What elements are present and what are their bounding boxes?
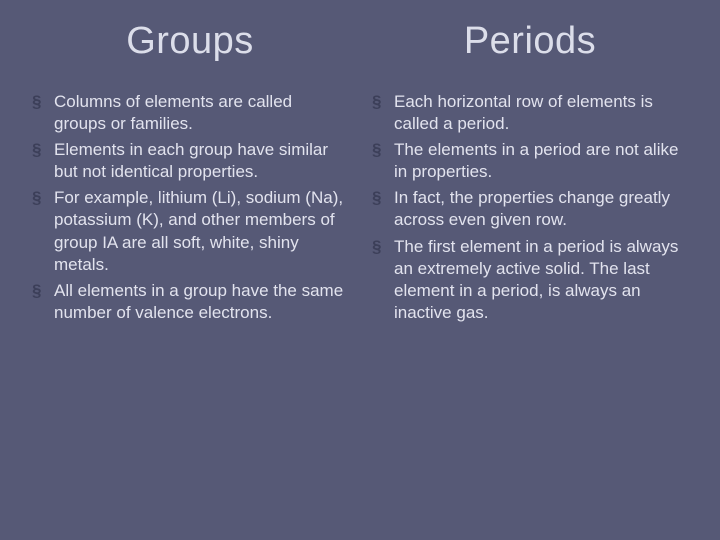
right-title: Periods <box>372 20 688 63</box>
list-item: For example, lithium (Li), sodium (Na), … <box>32 187 348 275</box>
list-item: In fact, the properties change greatly a… <box>372 187 688 231</box>
list-item: All elements in a group have the same nu… <box>32 280 348 324</box>
right-column: Periods Each horizontal row of elements … <box>372 20 688 520</box>
list-item: The first element in a period is always … <box>372 236 688 324</box>
left-title: Groups <box>32 20 348 63</box>
left-column: Groups Columns of elements are called gr… <box>32 20 348 520</box>
list-item: Elements in each group have similar but … <box>32 139 348 183</box>
list-item: The elements in a period are not alike i… <box>372 139 688 183</box>
left-bullet-list: Columns of elements are called groups or… <box>32 91 348 328</box>
list-item: Each horizontal row of elements is calle… <box>372 91 688 135</box>
right-bullet-list: Each horizontal row of elements is calle… <box>372 91 688 328</box>
slide: Groups Columns of elements are called gr… <box>32 20 688 520</box>
list-item: Columns of elements are called groups or… <box>32 91 348 135</box>
